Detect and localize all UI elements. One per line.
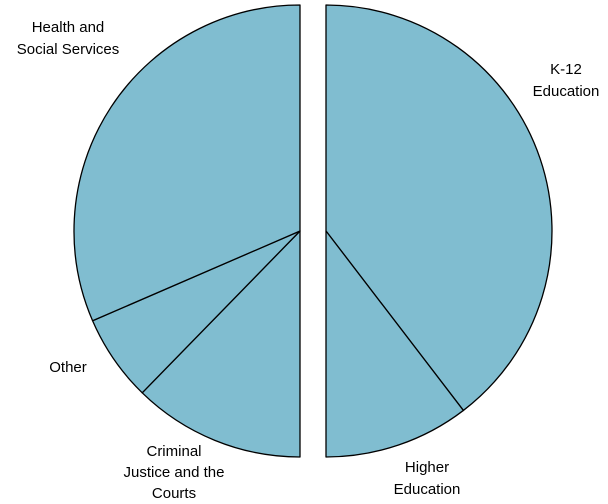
pie-label-higher-education: Higher Education — [394, 459, 461, 498]
pie-label-health-and-social-services: Health and Social Services — [17, 19, 120, 58]
pie-slice-k-12-education — [325, 4, 553, 412]
pie-slices — [73, 4, 553, 458]
pie-label-k-12-education: K-12 Education — [533, 61, 600, 100]
pie-slice-higher-education — [325, 230, 465, 458]
pie-label-criminal-justice-and-the-courts: Criminal Justice and the Courts — [124, 443, 225, 502]
pie-labels: K-12 Education Higher Education Criminal Just… — [17, 19, 600, 502]
pie-slice-health-and-social-services — [73, 4, 301, 322]
pie-label-other: Other — [49, 359, 87, 376]
pie-slice-criminal-justice-and-the-courts — [141, 230, 301, 458]
